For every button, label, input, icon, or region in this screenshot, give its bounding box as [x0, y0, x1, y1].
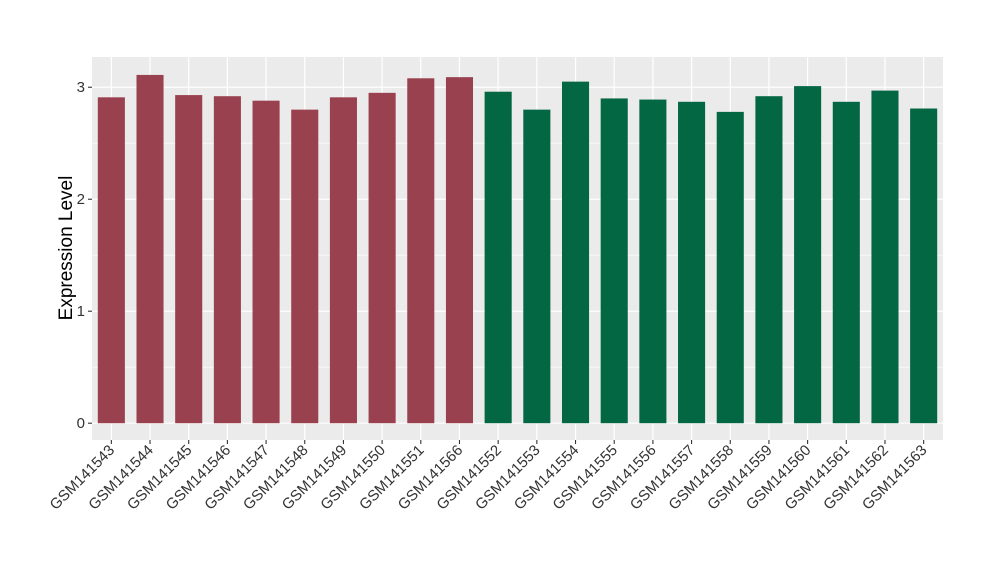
y-tick-label: 3 — [77, 79, 85, 96]
bar-GSM141543 — [97, 97, 125, 424]
bar-GSM141555 — [600, 98, 628, 424]
y-tick-label: 2 — [77, 191, 85, 208]
bar-GSM141557 — [678, 101, 706, 424]
bar-GSM141544 — [136, 74, 164, 424]
y-axis-title: Expression Level — [56, 176, 77, 321]
bar-GSM141550 — [368, 92, 396, 424]
bar-GSM141554 — [561, 81, 590, 424]
bar-GSM141560 — [794, 86, 822, 424]
bars — [97, 74, 938, 424]
bar-GSM141559 — [755, 96, 783, 424]
bar-GSM141549 — [329, 97, 357, 424]
bar-GSM141556 — [639, 99, 667, 424]
bar-GSM141548 — [291, 109, 319, 424]
bar-GSM141551 — [407, 78, 435, 424]
bar-GSM141552 — [484, 91, 512, 424]
bar-GSM141562 — [871, 90, 899, 424]
y-axis: 0 1 2 3 — [77, 79, 92, 432]
bar-GSM141553 — [523, 109, 551, 424]
y-tick-label: 1 — [77, 303, 85, 320]
bar-GSM141566 — [445, 77, 474, 424]
bar-GSM141563 — [910, 108, 938, 424]
bar-GSM141545 — [175, 95, 203, 424]
y-tick-label: 0 — [77, 415, 85, 432]
bar-GSM141558 — [716, 111, 744, 424]
x-axis: GSM141543GSM141544GSM141545GSM141546GSM1… — [47, 440, 930, 513]
bar-GSM141547 — [252, 100, 280, 424]
bar-GSM141561 — [832, 101, 860, 424]
bar-GSM141546 — [213, 96, 241, 424]
